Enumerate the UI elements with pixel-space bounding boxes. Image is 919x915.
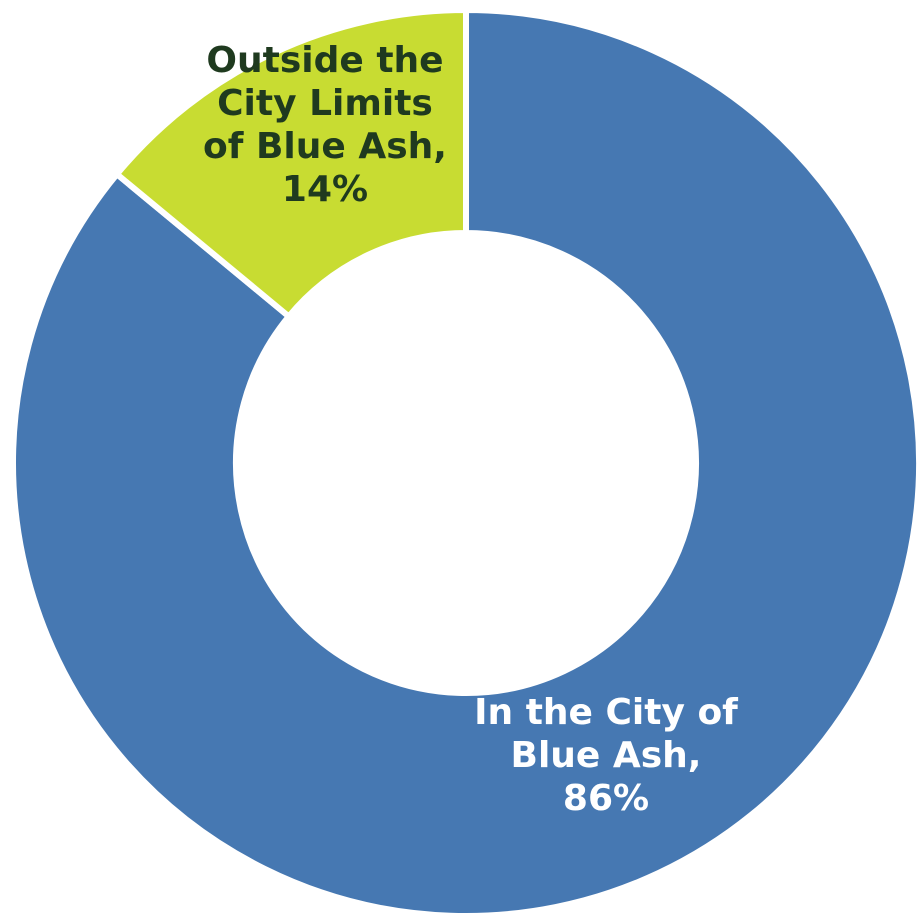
- slice-label-1-line-0: Outside the: [206, 40, 443, 81]
- slice-label-1-line-2: of Blue Ash,: [203, 126, 447, 167]
- slice-label-0-line-1: Blue Ash,: [511, 735, 702, 776]
- slice-label-0-line-2: 86%: [563, 778, 649, 819]
- slice-label-0-line-0: In the City of: [474, 692, 738, 733]
- slices-layer: [10, 6, 919, 915]
- slice-1: [112, 6, 469, 321]
- slice-label-1-line-1: City Limits: [217, 83, 433, 124]
- slice-label-1-line-3: 14%: [282, 169, 368, 210]
